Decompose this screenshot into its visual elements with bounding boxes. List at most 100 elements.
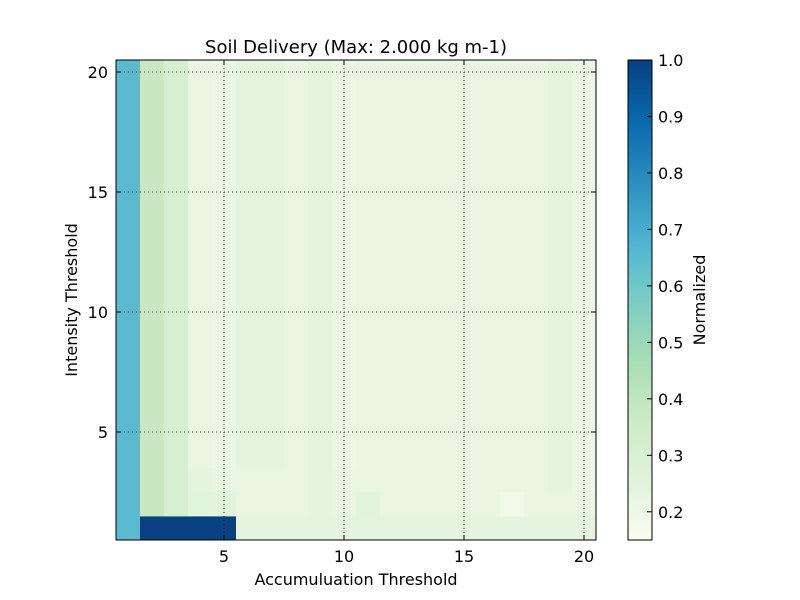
heatmap-cell <box>140 516 165 541</box>
heatmap-cell <box>188 228 213 253</box>
heatmap-cell <box>308 492 333 517</box>
heatmap-cell <box>524 84 549 109</box>
y-axis-ticks: 5 10 15 20 <box>88 63 596 442</box>
heatmap-cell <box>236 84 261 109</box>
heatmap-cell <box>308 468 333 493</box>
heatmap-cell <box>476 492 501 517</box>
heatmap-cell <box>284 492 309 517</box>
heatmap-cell <box>260 444 285 469</box>
heatmap-cell <box>356 108 381 133</box>
heatmap-cell <box>500 228 525 253</box>
heatmap-cell <box>356 228 381 253</box>
colorbar-tick-label: 0.5 <box>658 333 683 352</box>
heatmap-cell <box>524 156 549 181</box>
heatmap-cell <box>236 108 261 133</box>
heatmap-cell <box>404 372 429 397</box>
heatmap-cell <box>500 252 525 277</box>
heatmap-cell <box>188 156 213 181</box>
heatmap-cell <box>476 108 501 133</box>
heatmap-cell <box>548 228 573 253</box>
colorbar-ticks: 0.2 0.3 0.4 0.5 0.6 0.7 0.8 0.9 1.0 <box>647 51 683 522</box>
colorbar-tick-label: 0.2 <box>658 503 683 522</box>
heatmap-cell <box>548 324 573 349</box>
heatmap-cell <box>164 276 189 301</box>
heatmap-cell <box>284 276 309 301</box>
heatmap-cell <box>164 516 189 541</box>
heatmap-cell <box>476 276 501 301</box>
heatmap-cell <box>380 468 405 493</box>
heatmap-cell <box>116 324 141 349</box>
heatmap-cell <box>500 348 525 373</box>
heatmap-cell <box>524 492 549 517</box>
heatmap-cell <box>284 444 309 469</box>
heatmap-cell <box>284 396 309 421</box>
heatmap-cell <box>284 324 309 349</box>
heatmap-cell <box>164 468 189 493</box>
heatmap-cell <box>404 156 429 181</box>
heatmap-cell <box>548 348 573 373</box>
y-tick-label: 10 <box>88 303 108 322</box>
heatmap-cell <box>380 324 405 349</box>
heatmap-cell <box>524 204 549 229</box>
heatmap-cell <box>284 348 309 373</box>
heatmap-cell <box>356 468 381 493</box>
heatmap-cell <box>188 348 213 373</box>
heatmap-cell <box>236 396 261 421</box>
heatmap-cell <box>524 108 549 133</box>
heatmap-cell <box>140 492 165 517</box>
heatmap-cell <box>428 156 453 181</box>
heatmap-cell <box>380 276 405 301</box>
heatmap-cell <box>116 492 141 517</box>
heatmap-cell <box>404 108 429 133</box>
heatmap-cell <box>140 324 165 349</box>
heatmap-cell <box>236 156 261 181</box>
heatmap-cell <box>524 132 549 157</box>
heatmap-cell <box>404 468 429 493</box>
heatmap-cell <box>236 492 261 517</box>
heatmap-cell <box>356 84 381 109</box>
heatmap-cell <box>308 324 333 349</box>
heatmap-cell <box>548 444 573 469</box>
heatmap-cell <box>260 372 285 397</box>
heatmap-cell <box>428 492 453 517</box>
heatmap-cell <box>548 84 573 109</box>
heatmap-cell <box>476 228 501 253</box>
y-axis-label: Intensity Threshold <box>62 223 81 377</box>
heatmap-cell <box>116 444 141 469</box>
heatmap-cell <box>260 204 285 229</box>
heatmap-cell <box>116 372 141 397</box>
heatmap-cell <box>308 108 333 133</box>
heatmap-cell <box>140 204 165 229</box>
heatmap-cell <box>236 348 261 373</box>
heatmap-cell <box>428 252 453 277</box>
heatmap-cell <box>356 276 381 301</box>
heatmap-cell <box>236 444 261 469</box>
heatmap-cell <box>524 396 549 421</box>
heatmap-cell <box>500 468 525 493</box>
heatmap-cell <box>164 444 189 469</box>
heatmap-cell <box>404 132 429 157</box>
heatmap-cell <box>404 204 429 229</box>
heatmap-cell <box>428 468 453 493</box>
heatmap-cell <box>260 348 285 373</box>
heatmap-cell <box>476 444 501 469</box>
heatmap-cell <box>380 156 405 181</box>
heatmap-cell <box>140 252 165 277</box>
heatmap-cell <box>140 228 165 253</box>
heatmap-cell <box>236 372 261 397</box>
heatmap-cell <box>548 252 573 277</box>
heatmap-cell <box>380 492 405 517</box>
heatmap-cell <box>284 228 309 253</box>
heatmap-cell <box>188 516 213 541</box>
heatmap-cell <box>524 468 549 493</box>
heatmap-cell <box>356 132 381 157</box>
heatmap-cell <box>308 252 333 277</box>
x-axis-label: Accumuluation Threshold <box>254 570 457 589</box>
heatmap-cell <box>548 108 573 133</box>
heatmap-cell <box>140 348 165 373</box>
heatmap-cell <box>164 396 189 421</box>
heatmap-cell <box>428 228 453 253</box>
heatmap-cell <box>476 348 501 373</box>
heatmap-cell <box>524 252 549 277</box>
heatmap-cell <box>500 84 525 109</box>
